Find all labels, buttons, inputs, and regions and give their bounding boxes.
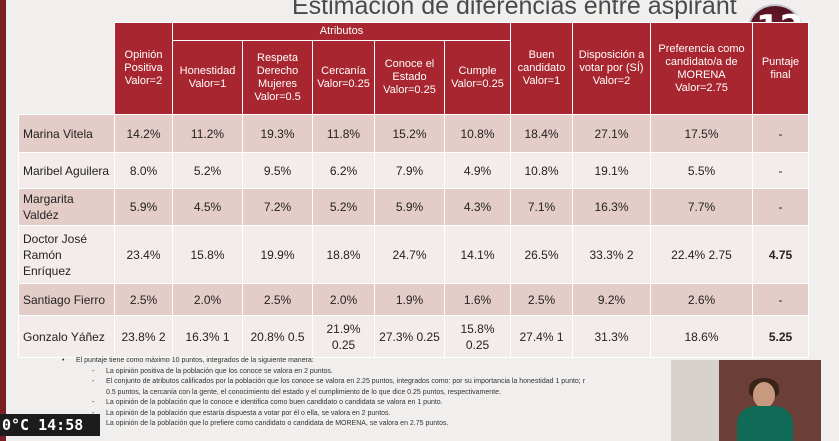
col-header: Honestidad Valor=1	[172, 40, 243, 115]
value-cell: 7.7%	[650, 188, 753, 226]
col-header: Preferencia como candidato/a de MORENA V…	[650, 22, 753, 115]
candidate-name: Santiago Fierro	[18, 283, 115, 316]
col-header: Respeta Derecho Mujeres Valor=0.5	[242, 40, 313, 115]
left-accent-stripe	[0, 0, 6, 441]
table-row: Margarita Valdéz 5.9% 4.5% 7.2% 5.2% 5.9% 4.3%…	[18, 188, 809, 226]
value-cell: 10.8%	[444, 114, 511, 153]
value-cell: 8.0%	[114, 152, 173, 189]
candidates-table: Opinión Positiva Valor=2 Atributos Buen …	[18, 22, 809, 358]
final-score-cell: -	[752, 114, 809, 153]
candidate-name: Maribel Aguilera	[18, 152, 115, 189]
note-item: El conjunto de atributos calificados por…	[106, 378, 586, 385]
value-cell: 2.5%	[510, 283, 573, 316]
candidate-name: Margarita Valdéz	[18, 188, 115, 226]
value-cell: 7.1%	[510, 188, 573, 226]
slide-title: Estimación de diferencias entre aspirant	[292, 0, 737, 20]
table-row: Santiago Fierro 2.5% 2.0% 2.5% 2.0% 1.9% 1.6% 2…	[18, 283, 809, 316]
table-row: Gonzalo Yáñez 23.8% 2 16.3% 1 20.8% 0.5 21.9…	[18, 315, 809, 358]
note-item: 0.5 puntos, la cercanía con la gente, el…	[106, 388, 501, 396]
candidate-name: Gonzalo Yáñez	[18, 315, 115, 358]
value-cell: 26.5%	[510, 225, 573, 284]
value-cell: 19.3%	[242, 114, 313, 153]
value-cell: 10.8%	[510, 152, 573, 189]
col-header: Conoce el Estado Valor=0.25	[374, 40, 445, 115]
note-item: La opinión de la población que estaría d…	[106, 409, 391, 417]
value-cell: 5.2%	[172, 152, 243, 189]
value-cell: 15.2%	[374, 114, 445, 153]
value-cell: 15.8%	[172, 225, 243, 284]
value-cell: 5.9%	[374, 188, 445, 226]
value-cell: 27.3% 0.25	[374, 315, 445, 358]
attributes-group-header: Atributos	[172, 22, 511, 41]
value-cell: 6.2%	[312, 152, 375, 189]
col-header: Cercanía Valor=0.25	[312, 40, 375, 115]
value-cell: 24.7%	[374, 225, 445, 284]
value-cell: 19.9%	[242, 225, 313, 284]
value-cell: 4.9%	[444, 152, 511, 189]
value-cell: 2.0%	[172, 283, 243, 316]
value-cell: 2.5%	[114, 283, 173, 316]
value-cell: 18.4%	[510, 114, 573, 153]
value-cell: 15.8% 0.25	[444, 315, 511, 358]
candidate-name: Doctor José Ramón Enríquez	[18, 225, 115, 284]
notes-main: El puntaje tiene como máximo 10 puntos, …	[76, 357, 314, 364]
value-cell: 7.9%	[374, 152, 445, 189]
value-cell: 9.2%	[572, 283, 651, 316]
value-cell: 11.8%	[312, 114, 375, 153]
value-cell: 23.4%	[114, 225, 173, 284]
final-score-cell: -	[752, 188, 809, 226]
candidate-name: Marina Vitela	[18, 114, 115, 153]
value-cell: 9.5%	[242, 152, 313, 189]
final-score-cell: 4.75	[752, 225, 809, 284]
table-row: Marina Vitela 14.2% 11.2% 19.3% 11.8% 15.2% 10…	[18, 114, 809, 153]
value-cell: 17.5%	[650, 114, 753, 153]
value-cell: 2.0%	[312, 283, 375, 316]
value-cell: 1.6%	[444, 283, 511, 316]
value-cell: 16.3% 1	[172, 315, 243, 358]
value-cell: 14.1%	[444, 225, 511, 284]
value-cell: 4.3%	[444, 188, 511, 226]
value-cell: 5.5%	[650, 152, 753, 189]
note-item: La opinión de la población que lo prefie…	[106, 420, 449, 427]
note-item: La opinión positiva de la población que …	[106, 367, 333, 375]
value-cell: 31.3%	[572, 315, 651, 358]
table-row: Maribel Aguilera 8.0% 5.2% 9.5% 6.2% 7.9% 4.9%…	[18, 152, 809, 189]
col-header: Opinión Positiva Valor=2	[114, 22, 173, 115]
temperature-time-ticker: 0°C 14:58	[0, 414, 100, 436]
value-cell: 16.3%	[572, 188, 651, 226]
corner-cell	[19, 23, 115, 115]
table-row: Doctor José Ramón Enríquez 23.4% 15.8% 19.9…	[18, 225, 809, 284]
presenter-video-inset	[671, 360, 821, 441]
value-cell: 5.9%	[114, 188, 173, 226]
value-cell: 2.6%	[650, 283, 753, 316]
methodology-notes: • El puntaje tiene como máximo 10 puntos,…	[62, 356, 672, 430]
value-cell: 2.5%	[242, 283, 313, 316]
value-cell: 27.4% 1	[510, 315, 573, 358]
value-cell: 4.5%	[172, 188, 243, 226]
final-score-cell: -	[752, 152, 809, 189]
final-score-cell: -	[752, 283, 809, 316]
value-cell: 27.1%	[572, 114, 651, 153]
value-cell: 5.2%	[312, 188, 375, 226]
value-cell: 18.6%	[650, 315, 753, 358]
value-cell: 1.9%	[374, 283, 445, 316]
value-cell: 20.8% 0.5	[242, 315, 313, 358]
value-cell: 22.4% 2.75	[650, 225, 753, 284]
value-cell: 14.2%	[114, 114, 173, 153]
value-cell: 21.9% 0.25	[312, 315, 375, 358]
col-header: Disposición a votar por (SÍ) Valor=2	[572, 22, 651, 115]
value-cell: 33.3% 2	[572, 225, 651, 284]
value-cell: 19.1%	[572, 152, 651, 189]
value-cell: 18.8%	[312, 225, 375, 284]
value-cell: 7.2%	[242, 188, 313, 226]
value-cell: 23.8% 2	[114, 315, 173, 358]
value-cell: 11.2%	[172, 114, 243, 153]
final-score-cell: 5.25	[752, 315, 809, 358]
col-header: Buen candidato Valor=1	[510, 22, 573, 115]
note-item: La opinión de la población que lo conoce…	[106, 399, 443, 406]
col-header: Cumple Valor=0.25	[444, 40, 511, 115]
col-header: Puntaje final	[752, 22, 809, 115]
